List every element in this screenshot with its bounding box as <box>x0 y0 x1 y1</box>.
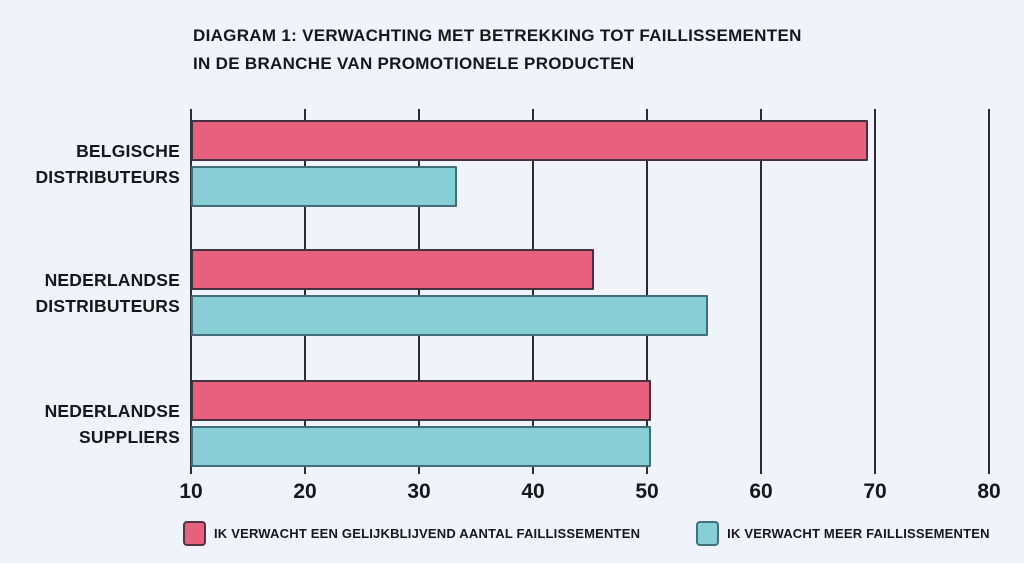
grid-line <box>760 109 762 474</box>
x-axis-tick-label: 50 <box>635 480 659 503</box>
grid-line <box>532 109 534 474</box>
bar-gelijkblijvend-cat2 <box>191 380 651 421</box>
legend-item: IK VERWACHT EEN GELIJKBLIJVEND AANTAL FA… <box>183 521 640 546</box>
chart-title: DIAGRAM 1: VERWACHTING MET BETREKKING TO… <box>193 22 802 78</box>
category-label-line: NEDERLANDSE <box>44 269 180 290</box>
plot-area <box>190 109 990 474</box>
x-axis-tick-label: 40 <box>521 480 545 503</box>
legend-label: IK VERWACHT EEN GELIJKBLIJVEND AANTAL FA… <box>214 526 641 541</box>
bar-meer-cat1 <box>191 295 708 336</box>
category-label: NEDERLANDSE DISTRIBUTEURS <box>14 261 180 325</box>
grid-line <box>418 109 420 474</box>
x-axis-tick-label: 30 <box>407 480 431 503</box>
category-label: NEDERLANDSE SUPPLIERS <box>14 392 180 456</box>
legend-swatch <box>183 521 206 546</box>
category-label-line: DISTRIBUTEURS <box>35 295 180 316</box>
grid-line <box>874 109 876 474</box>
bar-gelijkblijvend-cat1 <box>191 249 594 290</box>
legend-item: IK VERWACHT MEER FAILLISSEMENTEN <box>696 521 990 546</box>
legend-label: IK VERWACHT MEER FAILLISSEMENTEN <box>727 526 990 541</box>
x-axis-tick-label: 60 <box>749 480 773 503</box>
x-axis-tick-label: 20 <box>293 480 317 503</box>
legend: IK VERWACHT EEN GELIJKBLIJVEND AANTAL FA… <box>183 521 990 546</box>
category-label: BELGISCHE DISTRIBUTEURS <box>14 132 180 196</box>
category-label-line: DISTRIBUTEURS <box>35 166 180 187</box>
bar-meer-cat0 <box>191 166 458 207</box>
legend-swatch <box>696 521 720 546</box>
category-label-line: NEDERLANDSE <box>44 400 180 421</box>
x-axis-tick-label: 80 <box>977 480 1001 503</box>
x-axis-tick-label: 70 <box>863 480 887 503</box>
chart-title-line-1: DIAGRAM 1: VERWACHTING MET BETREKKING TO… <box>193 26 802 45</box>
grid-line <box>988 109 990 474</box>
grid-line <box>190 109 192 474</box>
category-label-line: SUPPLIERS <box>79 426 180 447</box>
chart-title-line-2: IN DE BRANCHE VAN PROMOTIONELE PRODUCTEN <box>193 54 635 73</box>
bar-gelijkblijvend-cat0 <box>191 120 868 161</box>
bar-meer-cat2 <box>191 426 651 467</box>
category-label-line: BELGISCHE <box>76 140 180 161</box>
grid-line <box>304 109 306 474</box>
x-axis-tick-label: 10 <box>179 480 203 503</box>
grid-line <box>646 109 648 474</box>
